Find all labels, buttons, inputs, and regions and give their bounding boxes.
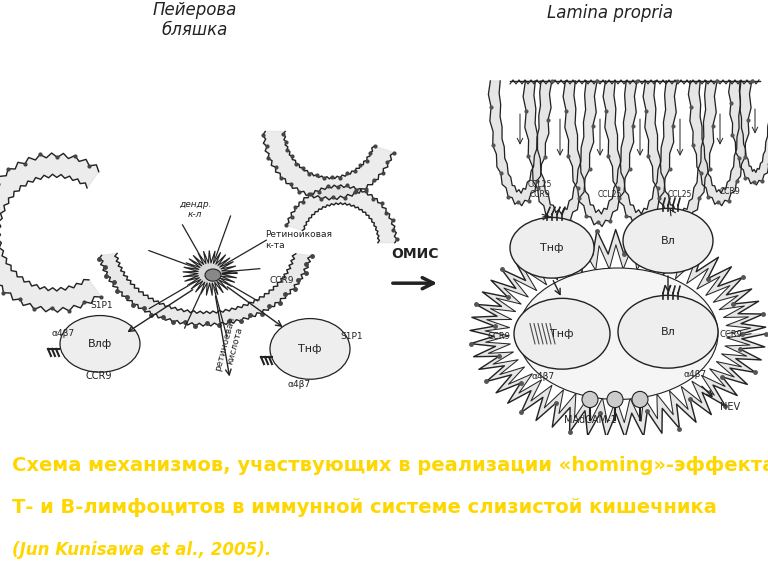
Ellipse shape (270, 319, 350, 379)
Circle shape (582, 392, 598, 408)
Text: α4β7: α4β7 (52, 329, 75, 338)
Circle shape (607, 392, 623, 408)
Ellipse shape (60, 316, 140, 372)
Text: Тнф: Тнф (550, 329, 574, 339)
Ellipse shape (205, 269, 221, 281)
Polygon shape (563, 81, 637, 226)
Text: ретиноевая
кислота: ретиноевая кислота (214, 315, 247, 374)
Text: Тнф: Тнф (540, 242, 564, 253)
Text: CCL25: CCL25 (598, 190, 622, 199)
Text: Вл: Вл (660, 236, 675, 246)
Polygon shape (0, 153, 101, 312)
Text: CCR9: CCR9 (487, 332, 510, 341)
Polygon shape (488, 81, 551, 206)
Text: Пейерова
бляшка: Пейерова бляшка (153, 1, 237, 39)
Ellipse shape (518, 268, 718, 400)
Text: α4β7: α4β7 (532, 372, 555, 381)
Text: (Jun Kunisawa et al., 2005).: (Jun Kunisawa et al., 2005). (12, 541, 271, 559)
Text: CCL25
CCR9: CCL25 CCR9 (528, 180, 552, 199)
Text: α4β7: α4β7 (288, 380, 311, 389)
Text: S1P1: S1P1 (340, 332, 362, 341)
Polygon shape (183, 251, 237, 295)
Text: дендр.
к-л: дендр. к-л (179, 200, 211, 219)
Polygon shape (286, 185, 397, 242)
Text: HEV: HEV (720, 401, 740, 412)
Text: CCR9: CCR9 (720, 330, 743, 339)
Polygon shape (603, 81, 677, 226)
Polygon shape (470, 230, 766, 438)
Ellipse shape (623, 209, 713, 273)
Circle shape (632, 392, 648, 408)
Text: CCR9: CCR9 (270, 276, 294, 285)
Text: MAdCAM-1: MAdCAM-1 (564, 415, 616, 425)
Ellipse shape (510, 218, 594, 278)
Polygon shape (643, 81, 717, 226)
Text: CCL25: CCL25 (668, 190, 692, 199)
Polygon shape (263, 131, 394, 200)
Text: Lamina propria: Lamina propria (547, 4, 673, 22)
Polygon shape (99, 253, 312, 326)
Text: S1P1: S1P1 (90, 301, 113, 310)
Text: Влф: Влф (88, 339, 112, 349)
Text: CCR9: CCR9 (85, 372, 111, 381)
Text: Схема механизмов, участвующих в реализации «homing»-эффекта: Схема механизмов, участвующих в реализац… (12, 456, 768, 475)
Text: Тнф: Тнф (298, 344, 322, 354)
Polygon shape (688, 81, 752, 206)
Text: Т- и В-лимфоцитов в иммунной системе слизистой кишечника: Т- и В-лимфоцитов в иммунной системе сли… (12, 498, 717, 517)
Polygon shape (729, 81, 768, 185)
Text: Ретиноиковая
к-та: Ретиноиковая к-та (265, 230, 332, 250)
Text: α4β7: α4β7 (683, 370, 706, 379)
Text: CCR9: CCR9 (720, 187, 740, 196)
Text: ОМИС: ОМИС (391, 247, 439, 261)
Ellipse shape (618, 295, 718, 368)
Ellipse shape (514, 298, 610, 369)
Polygon shape (523, 81, 597, 226)
Text: Вл: Вл (660, 327, 675, 337)
